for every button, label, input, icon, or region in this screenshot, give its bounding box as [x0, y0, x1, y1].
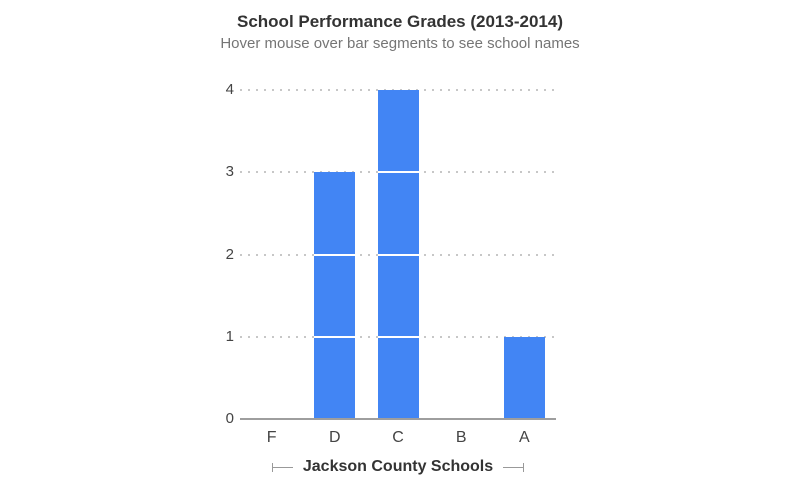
- y-tick-label-1: 1: [225, 327, 234, 345]
- y-tick-label-4: 4: [225, 81, 234, 98]
- x-category-label-f: F: [266, 429, 277, 446]
- axis-span-left-line: [273, 466, 293, 468]
- y-tick-label-0: 0: [225, 410, 234, 427]
- chart-title: School Performance Grades (2013-2014): [237, 12, 563, 31]
- x-category-label-d: D: [329, 429, 341, 446]
- x-axis-title: Jackson County Schools: [302, 458, 494, 475]
- x-category-label-b: B: [455, 429, 467, 446]
- bar-a[interactable]: [503, 336, 545, 419]
- axis-span-right-line: [503, 466, 524, 468]
- bar-c[interactable]: [377, 90, 419, 419]
- bar-d[interactable]: [314, 172, 356, 419]
- x-category-label-a: A: [519, 429, 530, 446]
- y-tick-label-2: 2: [225, 245, 234, 263]
- y-tick-label-3: 3: [225, 163, 234, 181]
- bar-segment-divider[interactable]: [314, 335, 356, 338]
- chart-subtitle: Hover mouse over bar segments to see sch…: [220, 35, 580, 52]
- bar-segment-divider[interactable]: [377, 335, 419, 338]
- bar-segment-divider[interactable]: [377, 253, 419, 256]
- bar-segment-divider[interactable]: [314, 253, 356, 256]
- axis-span-left-tick: [272, 462, 273, 472]
- y-axis: 0 1 2 3 4: [0, 81, 234, 427]
- axis-span-right-tick: [523, 462, 525, 472]
- x-category-label-c: C: [392, 429, 404, 446]
- plot-area: [240, 89, 556, 420]
- x-axis-title-row: Jackson County Schools: [272, 457, 525, 477]
- x-axis-line: [240, 418, 556, 420]
- bar-segment-divider[interactable]: [377, 171, 419, 174]
